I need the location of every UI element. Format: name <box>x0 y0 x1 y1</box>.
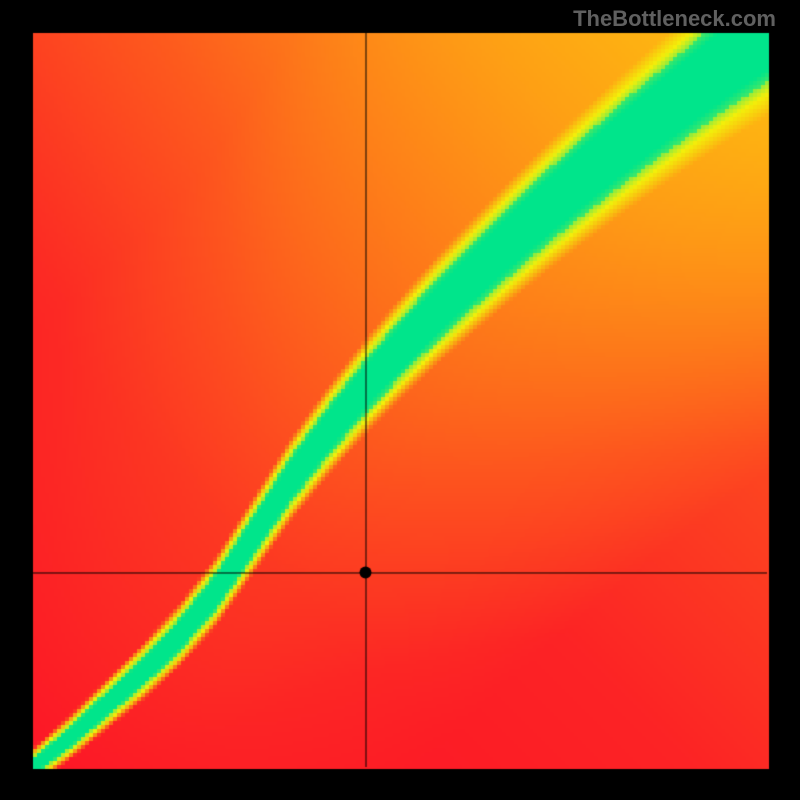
bottleneck-heatmap-canvas <box>0 0 800 800</box>
chart-container: TheBottleneck.com <box>0 0 800 800</box>
watermark-text: TheBottleneck.com <box>573 6 776 32</box>
